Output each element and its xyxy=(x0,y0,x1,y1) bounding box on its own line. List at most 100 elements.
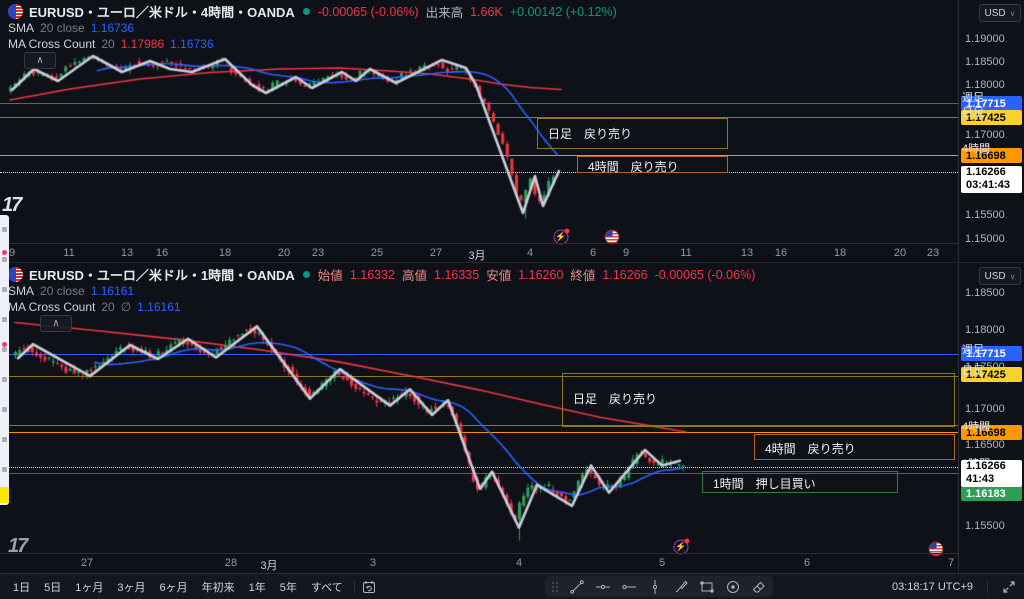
time-axis-border xyxy=(0,243,1024,244)
price-tick-label: 1.15500 xyxy=(965,520,1005,532)
level-name-label: 日足 xyxy=(962,107,984,119)
indicator-row-sma[interactable]: SMA 20 close 1.16736 xyxy=(8,20,617,35)
price-scale[interactable]: USD∨ 1.185001.180001.175001.170001.16500… xyxy=(958,263,1024,573)
annotation-label: 日足 戻り売り xyxy=(573,392,658,406)
market-status-icon[interactable] xyxy=(302,8,310,15)
time-axis-label: 23 xyxy=(926,247,940,259)
symbol-title[interactable]: EURUSD・ユーロ／米ドル・4時間・OANDA xyxy=(29,5,295,20)
current-price-value: 1.16266 xyxy=(966,166,1006,178)
chart-panel-1h[interactable]: 17 EURUSD・ユーロ／米ドル・1時間・OANDA 始値1.16332高値1… xyxy=(0,262,1024,573)
time-axis-label: 25 xyxy=(370,247,384,259)
annotation-box[interactable]: 4時間 戻り売り xyxy=(754,434,955,460)
price-tick-label: 1.15500 xyxy=(965,209,1005,221)
time-axis-label: 18 xyxy=(833,247,847,259)
lightning-event-icon[interactable]: ⚡ xyxy=(553,228,570,245)
collapse-panel-button[interactable]: ∧ xyxy=(24,52,56,69)
annotation-box[interactable]: 1時間 押し目買い xyxy=(702,471,898,493)
clock-label[interactable]: 03:18:17 UTC+9 xyxy=(891,580,973,593)
drawing-tool-fragment-icon[interactable] xyxy=(2,377,7,382)
level-name-label: 週足 xyxy=(962,344,984,356)
horizontal-ray-icon[interactable] xyxy=(621,579,637,595)
level-name-label: 日足 xyxy=(962,365,984,377)
bar-countdown: 41:43 xyxy=(966,473,995,485)
lightning-event-icon[interactable]: ⚡ xyxy=(673,538,690,555)
range-button-8[interactable]: 5年 xyxy=(279,581,297,594)
annotation-label: 4時間 戻り売り xyxy=(588,160,679,174)
time-axis-label: 20 xyxy=(277,247,291,259)
time-axis-label: 7 xyxy=(947,557,955,569)
range-button-9[interactable]: すべて xyxy=(310,581,343,594)
price-tick-label: 1.17000 xyxy=(965,403,1005,415)
stat-value: 終値 xyxy=(570,269,596,283)
drawing-tool-fragment-icon[interactable] xyxy=(2,437,7,442)
collapse-panel-button[interactable]: ∧ xyxy=(40,315,72,332)
drawing-tool-fragment-icon[interactable] xyxy=(2,467,7,472)
circle-icon[interactable] xyxy=(725,579,741,595)
us-flag-event-icon[interactable] xyxy=(604,229,620,245)
stat-value: -0.00065 (-0.06%) xyxy=(317,4,419,19)
range-button-4[interactable]: 3ヶ月 xyxy=(117,581,146,594)
range-button-2[interactable]: 5日 xyxy=(44,581,62,594)
toolbar-divider xyxy=(987,579,988,594)
rectangle-icon[interactable] xyxy=(699,579,715,595)
price-tick-label: 1.18000 xyxy=(965,79,1005,91)
drawing-tool-fragment-icon[interactable] xyxy=(2,257,7,262)
time-axis-border xyxy=(0,553,1024,554)
time-axis[interactable]: 27 28 3月 3 4 5 6 7 xyxy=(0,553,958,573)
currency-dropdown[interactable]: USD ∨ xyxy=(979,4,1021,22)
bar-countdown: 03:41:43 xyxy=(966,179,1011,191)
fullscreen-button[interactable] xyxy=(1002,580,1016,594)
annotation-box[interactable]: 4時間 戻り売り xyxy=(577,156,728,174)
range-button-6[interactable]: 年初来 xyxy=(201,581,235,594)
vertical-line-icon[interactable] xyxy=(647,579,663,595)
drawing-tool-fragment-icon[interactable] xyxy=(2,287,7,292)
highlighted-tool-fragment[interactable] xyxy=(0,487,9,503)
drawing-tool-fragment-icon[interactable] xyxy=(2,407,7,412)
indicator-values: 1.17986 1.16736 xyxy=(121,37,220,51)
eraser-icon[interactable] xyxy=(751,579,767,595)
currency-dropdown[interactable]: USD ∨ xyxy=(979,267,1021,285)
stat-value: +0.00142 (+0.12%) xyxy=(509,4,617,19)
drawing-tool-fragment-icon[interactable] xyxy=(2,227,7,232)
range-button-1[interactable]: 1日 xyxy=(13,581,31,594)
indicator-row-ma-cross[interactable]: MA Cross Count 20 ∅ 1.16161 xyxy=(8,299,755,314)
chart-canvas-4h[interactable] xyxy=(0,0,958,243)
drawing-tool-fragment-icon[interactable] xyxy=(2,347,7,352)
price-tick-label: 1.16500 xyxy=(965,439,1005,451)
drawing-tool-fragment-icon[interactable] xyxy=(2,317,7,322)
trend-line-icon[interactable] xyxy=(569,579,585,595)
time-axis-label: 11 xyxy=(680,247,692,259)
price-level-label: 1.17715 xyxy=(961,346,1022,361)
price-level-label: 1.16698 xyxy=(961,148,1022,163)
horizontal-line-icon[interactable] xyxy=(595,579,611,595)
time-axis-label: 6 xyxy=(589,247,597,259)
annotation-label: 4時間 戻り売り xyxy=(765,442,856,456)
brush-icon[interactable] xyxy=(673,579,689,595)
market-status-icon[interactable] xyxy=(302,271,310,278)
left-drawing-toolbar-fragment[interactable] xyxy=(0,215,9,505)
chart-panel-4h[interactable]: 17 EURUSD・ユーロ／米ドル・4時間・OANDA -0.00065 (-0… xyxy=(0,0,1024,262)
us-flag-event-icon[interactable] xyxy=(928,541,944,557)
indicator-row-ma-cross[interactable]: MA Cross Count 20 1.17986 1.16736 xyxy=(8,36,617,51)
go-to-date-button[interactable] xyxy=(361,579,377,595)
annotation-box[interactable]: 日足 戻り売り xyxy=(537,118,728,149)
time-axis-label: 3月 xyxy=(468,250,486,262)
symbol-title[interactable]: EURUSD・ユーロ／米ドル・1時間・OANDA xyxy=(29,268,295,283)
time-axis-label: 5 xyxy=(658,557,666,569)
annotation-box[interactable]: 日足 戻り売り xyxy=(562,373,955,427)
indicator-name: MA Cross Count xyxy=(8,36,96,51)
range-button-7[interactable]: 1年 xyxy=(248,581,266,594)
indicator-value: ∅ xyxy=(120,299,132,314)
price-tick-label: 1.18500 xyxy=(965,56,1005,68)
stat-value: 高値 xyxy=(402,269,428,283)
range-button-3[interactable]: 1ヶ月 xyxy=(75,581,104,594)
range-button-5[interactable]: 6ヶ月 xyxy=(159,581,188,594)
price-scale[interactable]: USD∨ 1.190001.185001.180001.170001.16500… xyxy=(958,0,1024,262)
time-axis[interactable]: 9 11 13 16 18 20 23 25 27 3月 4 6 9 11 13 16 18 20 23 xyxy=(0,243,958,262)
price-tick-label: 1.15000 xyxy=(965,233,1005,245)
chart-canvas-1h[interactable] xyxy=(0,263,958,553)
indicator-row-sma[interactable]: SMA 20 close 1.16161 xyxy=(8,283,755,298)
favorite-dot-icon xyxy=(2,342,7,347)
bottom-toolbar: 1日 5日 1ヶ月 3ヶ月 6ヶ月 年初来 1年 5年 すべて 03:18:17 UTC+9 xyxy=(0,573,1024,599)
